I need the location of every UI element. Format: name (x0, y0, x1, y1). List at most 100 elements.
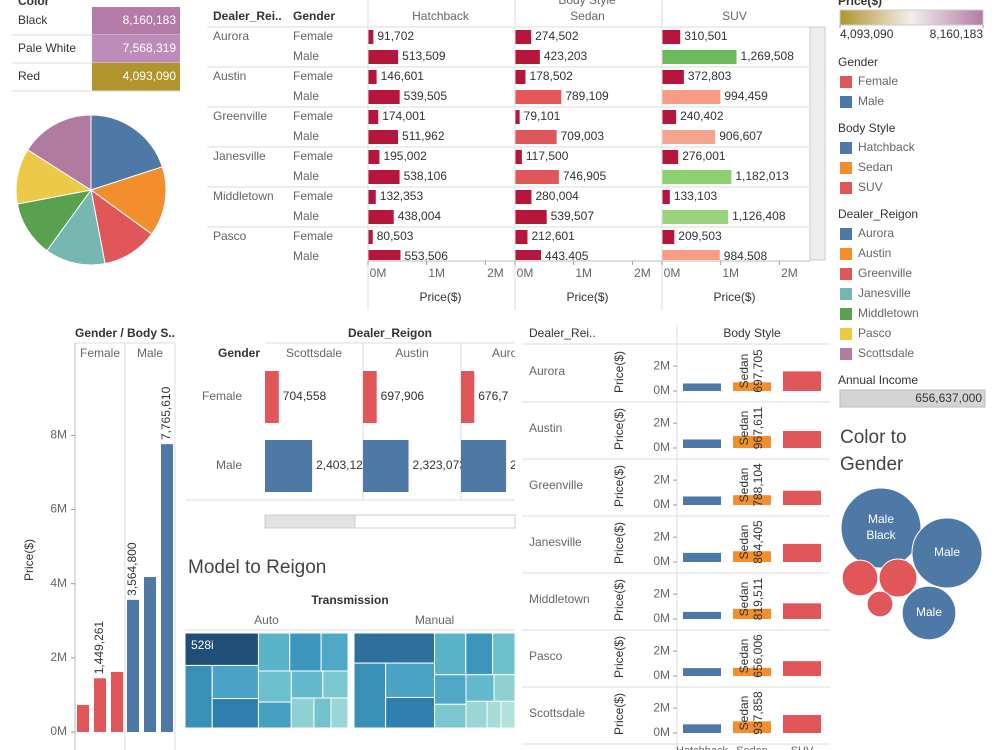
row-label: Pale White (18, 41, 76, 55)
x-tick-label: 2M (634, 266, 651, 280)
row-label: Male (216, 458, 242, 472)
bar-name: Sedan (737, 696, 751, 731)
treemap-cell (353, 662, 387, 729)
bar (662, 190, 670, 204)
legend-title: Body Style (838, 121, 896, 135)
treemap-cell (385, 662, 435, 698)
legend-swatch (840, 268, 852, 280)
y-tick-label: 2M (653, 700, 670, 714)
bar (662, 50, 737, 64)
bar (368, 130, 399, 144)
bar-label: 195,002 (383, 149, 427, 163)
bar-name: Sedan (737, 468, 751, 503)
cell (92, 35, 180, 63)
bar-label: 274,502 (535, 29, 579, 43)
bar (363, 440, 409, 492)
bar-label: 1,182,013 (735, 169, 789, 183)
bar-label: 746,905 (563, 169, 607, 183)
bar (662, 170, 732, 184)
header: Gender / Body S.. (75, 326, 175, 340)
y-axis-label: Price($) (612, 522, 626, 564)
bubble-title: Color to Gender (840, 427, 907, 475)
legend-label: Scottsdale (858, 346, 914, 360)
x-tick-label: 1M (722, 266, 739, 280)
bar-label: 443,405 (545, 249, 589, 263)
bar (733, 721, 771, 733)
legend-label: SUV (858, 180, 883, 194)
bar (265, 440, 313, 492)
header: Body Style (723, 326, 781, 340)
bar (515, 250, 542, 260)
bar-label: 709,003 (561, 129, 605, 143)
bar-name: Sedan (737, 411, 751, 446)
bar (783, 371, 821, 391)
scroll-thumb (264, 514, 356, 529)
y-tick-label: 0M (653, 554, 670, 568)
y-tick-label: 0M (653, 668, 670, 682)
bar-label: 538,106 (404, 169, 448, 183)
bar-label: 209,503 (678, 229, 722, 243)
treemap-cell (211, 698, 259, 729)
bar (368, 110, 379, 124)
cell-value: 4,093,090 (123, 69, 177, 83)
bar (683, 383, 721, 391)
legend-title: Dealer_Reigon (838, 207, 918, 221)
treemap-cell (257, 670, 292, 703)
bar-label: 79,101 (524, 109, 561, 123)
bar (515, 70, 526, 84)
treemap-cell (493, 674, 516, 702)
cell-value: 7,568,319 (123, 41, 177, 55)
header: Dealer_Reigon (348, 326, 432, 340)
row-label: Janesville (529, 535, 582, 549)
x-tick-label: 1M (575, 266, 592, 280)
row-label: Aurora (529, 364, 565, 378)
row-label: Female (293, 149, 333, 163)
y-tick-label: 4M (50, 576, 67, 590)
bar (733, 382, 771, 391)
row-label: Pasco (529, 649, 563, 663)
bubble-label: Black (866, 528, 896, 542)
group-label: Greenville (213, 109, 267, 123)
bar-label: 819,511 (751, 577, 765, 620)
panel-header: Manual (415, 613, 454, 627)
legend-label: Hatchback (858, 140, 916, 154)
pie-slice (89, 166, 167, 235)
x-tick-label: 0M (370, 266, 387, 280)
bar (662, 250, 720, 260)
legend-swatch (840, 348, 852, 360)
x-axis-label: Price($) (713, 290, 755, 304)
legend-swatch (840, 76, 852, 88)
group-label: Austin (213, 69, 246, 83)
treemap-cell (500, 700, 516, 729)
y-axis-label: Price($) (612, 579, 626, 621)
bar (265, 371, 279, 423)
legend-label: Female (858, 74, 898, 88)
bar (461, 440, 507, 492)
x-tick-label: 0M (664, 266, 681, 280)
table-title: Color (18, 0, 50, 8)
color-ramp (839, 9, 984, 26)
column-header: Scottsdale (286, 346, 342, 360)
x-tick-label: Hatchback (676, 745, 728, 750)
bar (515, 210, 547, 224)
pie-slice (90, 114, 163, 191)
treemap-cell (184, 664, 213, 729)
bar (783, 431, 821, 448)
legend-swatch (840, 228, 852, 240)
header: Dealer_Rei.. (529, 326, 596, 340)
row-label: Scottsdale (529, 706, 585, 720)
column-header: Sedan (570, 9, 605, 23)
bubble-label: Male (934, 545, 960, 559)
bar (662, 130, 716, 144)
legend-title: Gender (838, 55, 878, 69)
bar-name: Sedan (737, 582, 751, 617)
bar (683, 724, 721, 733)
cell (92, 7, 180, 35)
treemap-cell (465, 700, 488, 729)
y-tick-label: 2M (653, 643, 670, 657)
bar (368, 70, 377, 84)
row-label: Austin (529, 421, 562, 435)
panel-header: Male (137, 346, 163, 360)
treemap-cell (290, 670, 324, 699)
